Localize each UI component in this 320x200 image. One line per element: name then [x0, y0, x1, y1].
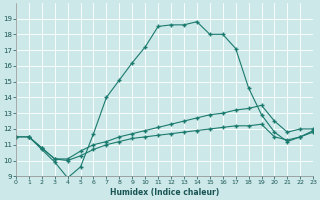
X-axis label: Humidex (Indice chaleur): Humidex (Indice chaleur)	[110, 188, 219, 197]
